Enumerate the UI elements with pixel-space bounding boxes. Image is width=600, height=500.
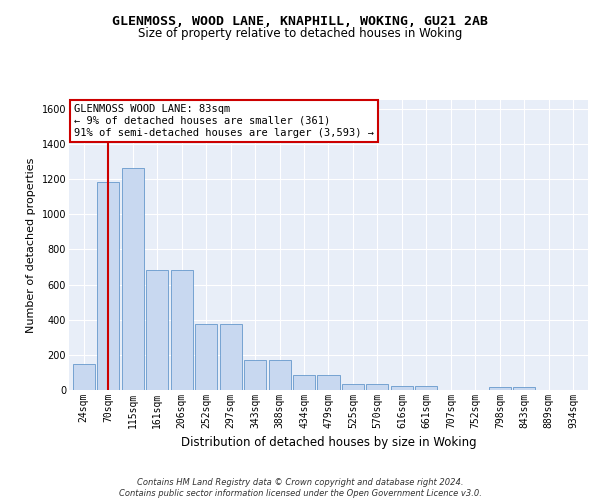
Bar <box>244 360 266 390</box>
Text: Contains HM Land Registry data © Crown copyright and database right 2024.
Contai: Contains HM Land Registry data © Crown c… <box>119 478 481 498</box>
Bar <box>415 386 437 390</box>
X-axis label: Distribution of detached houses by size in Woking: Distribution of detached houses by size … <box>181 436 476 450</box>
Bar <box>97 182 119 390</box>
Bar <box>367 384 388 390</box>
Bar <box>73 364 95 390</box>
Bar <box>342 384 364 390</box>
Bar <box>391 386 413 390</box>
Bar <box>122 168 143 390</box>
Bar <box>293 375 315 390</box>
Bar <box>269 360 290 390</box>
Text: GLENMOSS, WOOD LANE, KNAPHILL, WOKING, GU21 2AB: GLENMOSS, WOOD LANE, KNAPHILL, WOKING, G… <box>112 15 488 28</box>
Text: GLENMOSS WOOD LANE: 83sqm
← 9% of detached houses are smaller (361)
91% of semi-: GLENMOSS WOOD LANE: 83sqm ← 9% of detach… <box>74 104 374 138</box>
Bar <box>489 388 511 390</box>
Bar <box>195 324 217 390</box>
Bar <box>170 270 193 390</box>
Bar <box>220 324 242 390</box>
Text: Size of property relative to detached houses in Woking: Size of property relative to detached ho… <box>138 28 462 40</box>
Y-axis label: Number of detached properties: Number of detached properties <box>26 158 36 332</box>
Bar <box>146 270 168 390</box>
Bar <box>317 375 340 390</box>
Bar <box>514 388 535 390</box>
